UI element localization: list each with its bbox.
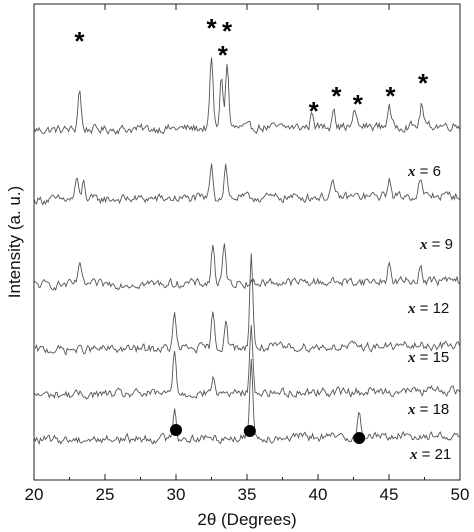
x-tick-label: 50 [451, 485, 470, 504]
pattern-line-5 [33, 324, 460, 400]
star-marker: * [74, 26, 85, 56]
star-marker: * [385, 81, 396, 111]
x-tick-label: 45 [380, 485, 399, 504]
series-label-2: x = 9 [419, 236, 453, 253]
series-layer: x = 6 x = 9 x = 12 x = 15 x = 18 x = 21 [33, 57, 461, 463]
pattern-line-1 [33, 57, 461, 135]
pattern-line-2 [33, 163, 460, 206]
dot-marker [170, 424, 182, 436]
star-marker: * [206, 13, 217, 43]
series-label-5: x = 18 [407, 401, 449, 418]
marker-layer: * * *** * * * * [74, 13, 429, 444]
x-tick-label: 20 [25, 485, 44, 504]
plot-frame [33, 3, 461, 481]
series-label-3: x = 12 [407, 300, 449, 317]
x-tick-label: 30 [167, 485, 186, 504]
x-tick-label: 40 [309, 485, 328, 504]
star-marker: * [353, 89, 364, 119]
y-axis-title: Intensity (a. u.) [5, 186, 24, 298]
star-marker: * [418, 68, 429, 98]
star-marker: * [309, 96, 320, 126]
series-label-1: x = 6 [407, 163, 441, 180]
x-axis-title: 2θ (Degrees) [197, 510, 296, 529]
pattern-line-4 [33, 253, 461, 356]
star-marker: * [222, 16, 233, 46]
x-tick-label: 35 [238, 485, 257, 504]
dot-marker [353, 432, 366, 444]
dot-marker [243, 425, 256, 437]
x-axis-ticks: 20 25 30 35 40 45 50 [25, 4, 470, 504]
star-marker: * [331, 81, 342, 111]
x-tick-label: 25 [96, 485, 115, 504]
series-label-4: x = 15 [407, 349, 449, 366]
pattern-line-3 [33, 243, 460, 291]
star-marker: * [218, 40, 229, 70]
series-label-6: x = 21 [409, 446, 451, 463]
